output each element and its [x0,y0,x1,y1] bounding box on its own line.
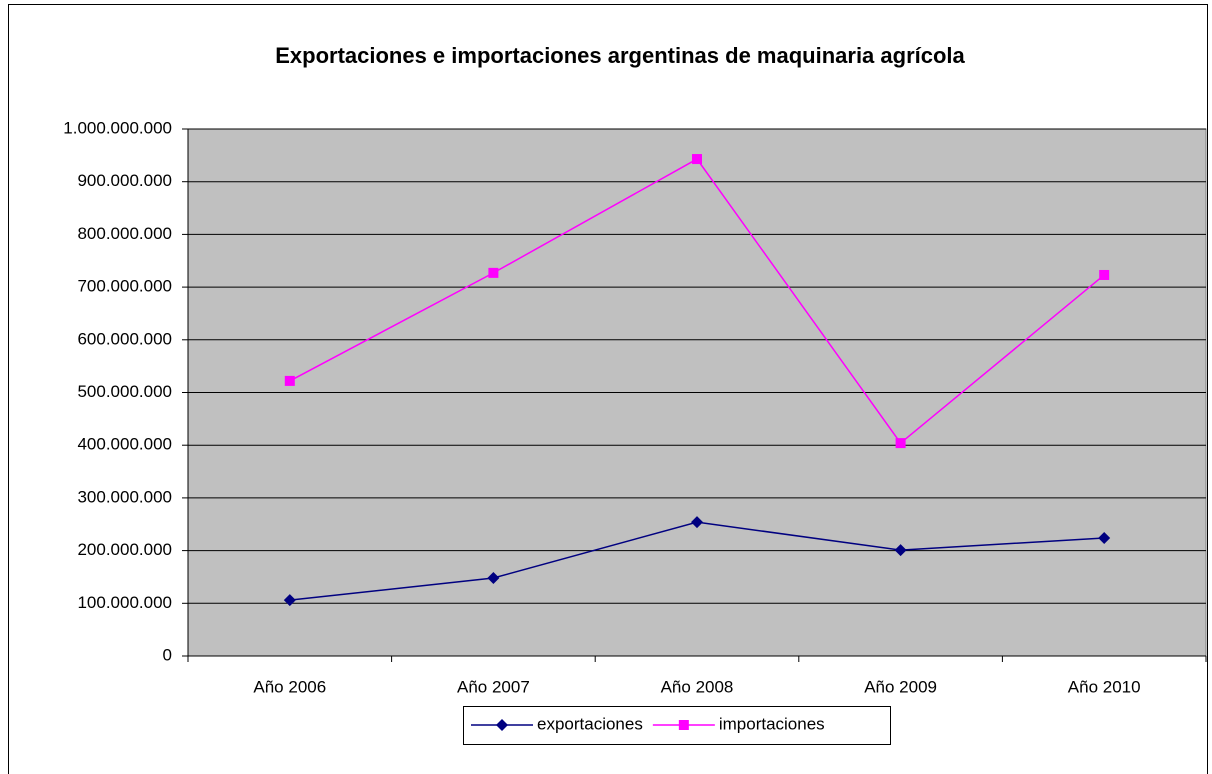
y-tick-label: 1.000.000.000 [63,118,172,137]
y-tick-label: 600.000.000 [77,329,172,348]
marker [1099,269,1110,280]
y-tick-label: 400.000.000 [77,435,172,454]
legend-label: importaciones [719,714,825,733]
marker [895,438,906,449]
marker [488,267,499,278]
y-tick-label: 300.000.000 [77,487,172,506]
marker [894,544,907,557]
y-tick-label: 500.000.000 [77,382,172,401]
x-tick-label: Año 2009 [864,677,937,696]
marker [691,516,703,529]
y-tick-label: 900.000.000 [77,171,172,190]
y-tick-label: 200.000.000 [77,540,172,559]
marker [284,375,295,386]
marker [1098,531,1111,544]
marker [692,154,702,165]
x-tick-label: Año 2006 [253,677,326,696]
x-tick-label: Año 2008 [661,677,734,696]
legend-label: exportaciones [537,714,643,733]
x-tick-label: Año 2007 [457,677,530,696]
marker [283,594,296,607]
marker [487,572,500,585]
y-tick-label: 700.000.000 [77,277,172,296]
y-tick-label: 0 [163,645,172,664]
x-tick-label: Año 2010 [1068,677,1141,696]
y-tick-label: 800.000.000 [77,224,172,243]
marker [496,719,508,731]
marker [678,720,689,730]
y-tick-label: 100.000.000 [77,593,172,612]
chart-title: Exportaciones e importaciones argentinas… [275,43,965,68]
